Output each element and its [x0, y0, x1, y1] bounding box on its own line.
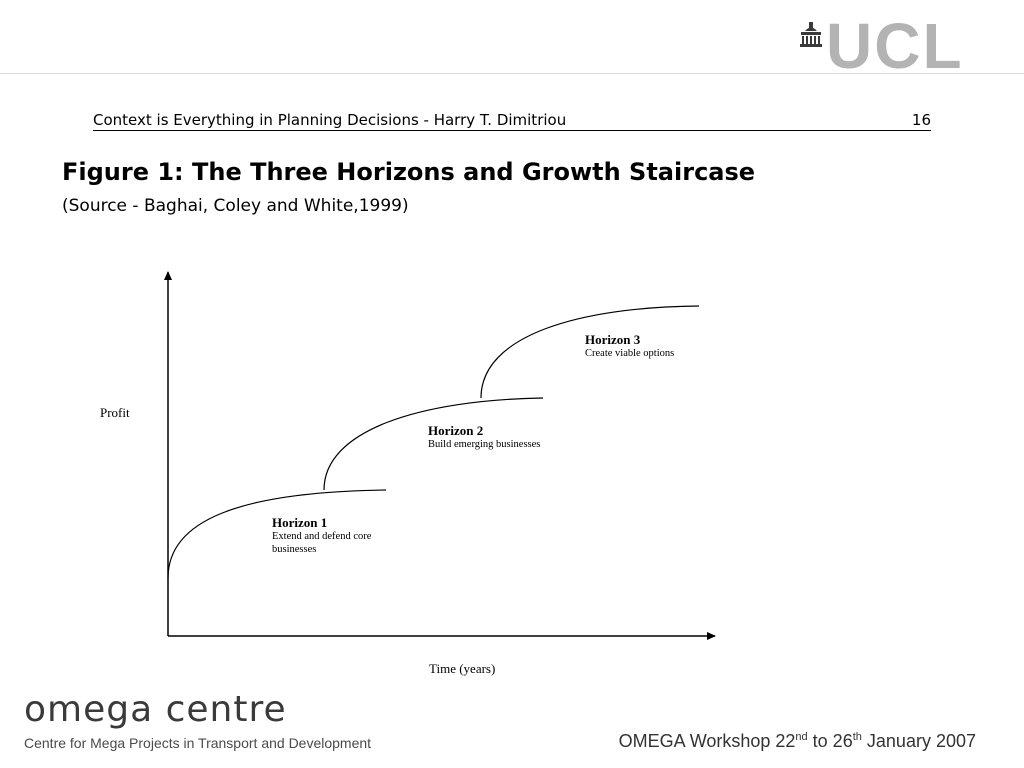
- horizon-3-curve: [480, 305, 700, 399]
- y-axis-label: Profit: [100, 405, 130, 420]
- horizon-2-name: Horizon 2: [428, 423, 484, 438]
- workshop-dates: OMEGA Workshop 22nd to 26th January 2007: [619, 730, 976, 752]
- ucl-portico-icon: [800, 22, 822, 47]
- page-number: 16: [911, 111, 931, 129]
- figure-title: Figure 1: The Three Horizons and Growth …: [62, 158, 756, 186]
- horizon-2-curve: [323, 397, 544, 491]
- horizon-2-label: Horizon 2 Build emerging businesses: [428, 423, 540, 451]
- ucl-logo: UCL: [826, 10, 964, 82]
- horizon-1-curve: [167, 489, 387, 579]
- workshop-sup-1: nd: [795, 731, 808, 743]
- horizon-3-label: Horizon 3 Create viable options: [585, 332, 674, 360]
- running-title: Context is Everything in Planning Decisi…: [93, 111, 567, 129]
- horizon-2-description: Build emerging businesses: [428, 439, 541, 450]
- horizon-1-description: Extend and defend core businesses: [272, 531, 372, 555]
- running-header: Context is Everything in Planning Decisi…: [93, 110, 931, 131]
- horizon-3-description: Create viable options: [585, 348, 675, 359]
- workshop-prefix: OMEGA Workshop 22: [618, 731, 796, 751]
- workshop-mid: to 26: [807, 731, 853, 751]
- omega-centre-logo: omega centre: [24, 689, 287, 730]
- header-divider: [0, 73, 1024, 74]
- omega-centre-subtitle: Centre for Mega Projects in Transport an…: [24, 735, 372, 751]
- figure-source: (Source - Baghai, Coley and White,1999): [62, 196, 409, 216]
- x-axis-label: Time (years): [429, 661, 496, 676]
- horizon-3-name: Horizon 3: [585, 332, 641, 347]
- horizon-1-name: Horizon 1: [272, 515, 328, 530]
- workshop-sup-2: th: [852, 731, 862, 743]
- horizon-1-label: Horizon 1 Extend and defend core busines…: [272, 515, 392, 556]
- workshop-suffix: January 2007: [861, 731, 976, 751]
